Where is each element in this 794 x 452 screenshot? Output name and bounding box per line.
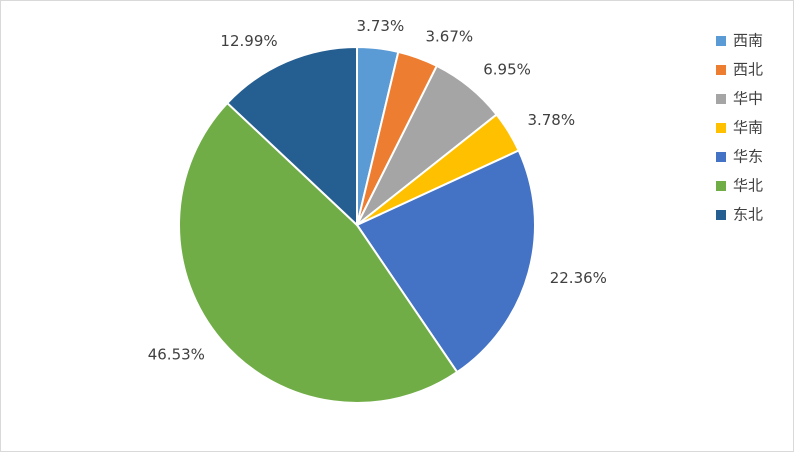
legend-swatch (716, 181, 726, 191)
legend-swatch (716, 152, 726, 162)
legend-swatch (716, 94, 726, 104)
legend-label: 华南 (733, 119, 763, 137)
data-label: 6.95% (483, 60, 531, 78)
pie-slice (225, 45, 358, 228)
legend-label: 西南 (733, 32, 763, 50)
pie-slice (178, 101, 459, 404)
data-label: 22.36% (550, 269, 607, 287)
pie-slice (355, 149, 536, 374)
legend-label: 华东 (733, 148, 763, 166)
data-label: 3.67% (426, 28, 474, 46)
legend-label: 西北 (733, 61, 763, 79)
legend-swatch (716, 210, 726, 220)
data-label: 12.99% (220, 32, 277, 50)
legend-swatch (716, 65, 726, 75)
legend-label: 华北 (733, 177, 763, 195)
data-label: 46.53% (148, 345, 205, 363)
legend-label: 华中 (733, 90, 763, 108)
legend-label: 东北 (733, 206, 763, 224)
data-label: 3.78% (527, 111, 575, 129)
legend-swatch (716, 36, 726, 46)
data-label: 3.73% (357, 17, 405, 35)
legend-swatch (716, 123, 726, 133)
